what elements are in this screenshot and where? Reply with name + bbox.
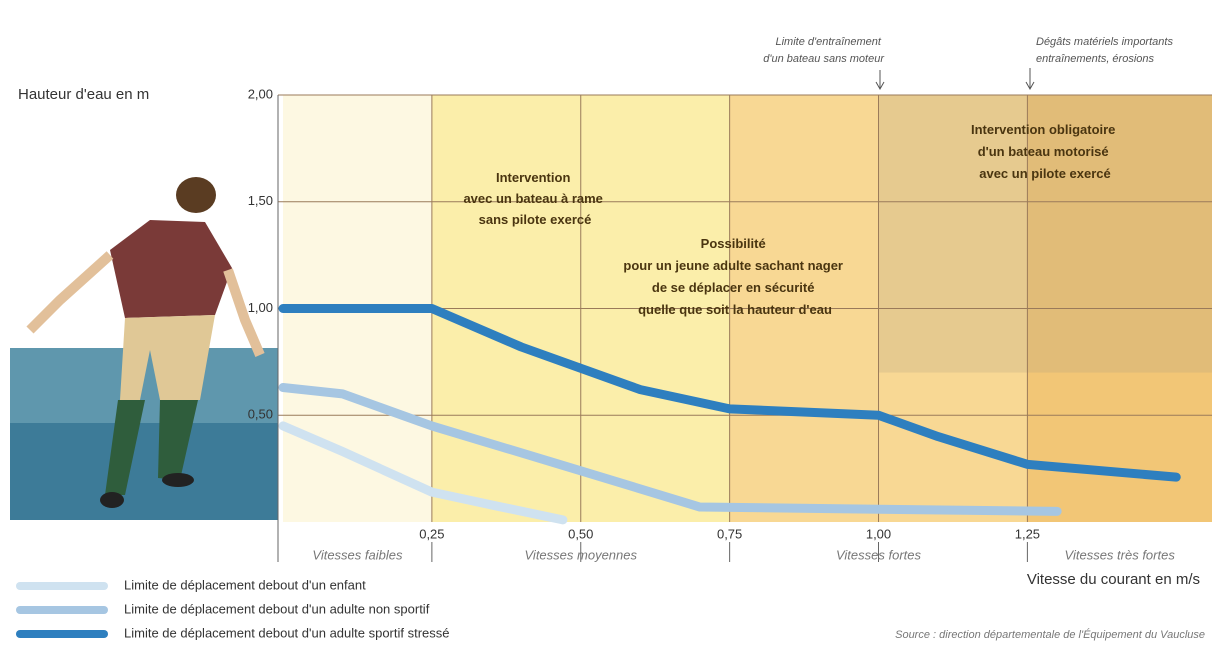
background (278, 94, 1212, 522)
x-tick-label: 1,00 (866, 526, 891, 541)
annotation-line: sans pilote exercé (479, 212, 592, 227)
annotation: Possibilité pour un jeune adulte sachant… (623, 236, 846, 317)
annotation-line: Limite d'entraînement (776, 36, 882, 48)
y-tick-label: 0,50 (248, 407, 273, 422)
hatched-zone (878, 95, 1212, 373)
annotation: Limite d'entraînement d'un bateau sans m… (763, 36, 885, 65)
x-tick-label: 1,25 (1015, 526, 1040, 541)
y-tick-label: 1,00 (248, 300, 273, 315)
annotation-line: de se déplacer en sécurité (652, 280, 815, 295)
annotation-line: avec un bateau à rame (463, 191, 602, 206)
legend-label: Limite de déplacement debout d'un adulte… (124, 625, 450, 640)
plot: Vitesses faibles Vitesses moyennes Vitesse… (16, 86, 1181, 640)
annotation-line: Dégâts matériels importants (1036, 36, 1173, 48)
annotation-line: entraînements, érosions (1036, 53, 1155, 65)
x-tick-label: 0,25 (419, 526, 444, 541)
series-line (278, 304, 1181, 482)
x-axis-label: Vitesse du courant en m/s (1027, 571, 1200, 588)
source: Source : direction départementale de l'É… (895, 628, 1205, 641)
x-tick-label: 0,75 (717, 526, 742, 541)
zone-label: Vitesses très fortes (1065, 547, 1176, 562)
legend-label: Limite de déplacement debout d'un adulte… (124, 601, 430, 616)
annotation-line: Intervention obligatoire (971, 122, 1115, 137)
y-tick-label: 2,00 (248, 86, 273, 101)
person (26, 177, 265, 508)
annotation-arrows (875, 68, 1035, 91)
y-tick-label: 1,50 (248, 193, 273, 208)
annotation-line: Intervention (496, 170, 570, 185)
water-deep (10, 423, 278, 520)
annotation-line: avec un pilote exercé (979, 166, 1111, 181)
legend-label: Limite de déplacement debout d'un enfant (124, 577, 366, 592)
annotation-line: pour un jeune adulte sachant nager (623, 258, 843, 273)
series-line (278, 382, 1062, 516)
annotation: Dégâts matériels importants entraînement… (1036, 36, 1176, 65)
zone-label: Vitesses faibles (312, 547, 403, 562)
annotation: Intervention avec un bateau à rame sans … (463, 170, 606, 227)
series-line (278, 421, 568, 525)
annotation-line: quelle que soit la hauteur d'eau (638, 302, 832, 317)
annotation-line: d'un bateau sans moteur (763, 53, 885, 65)
annotation: Intervention obligatoire d'un bateau mot… (971, 122, 1119, 181)
annotation-line: d'un bateau motorisé (978, 144, 1109, 159)
x-tick-label: 0,50 (568, 526, 593, 541)
y-axis-label: Hauteur d'eau en m (18, 86, 149, 103)
annotation-line: Possibilité (701, 236, 766, 251)
